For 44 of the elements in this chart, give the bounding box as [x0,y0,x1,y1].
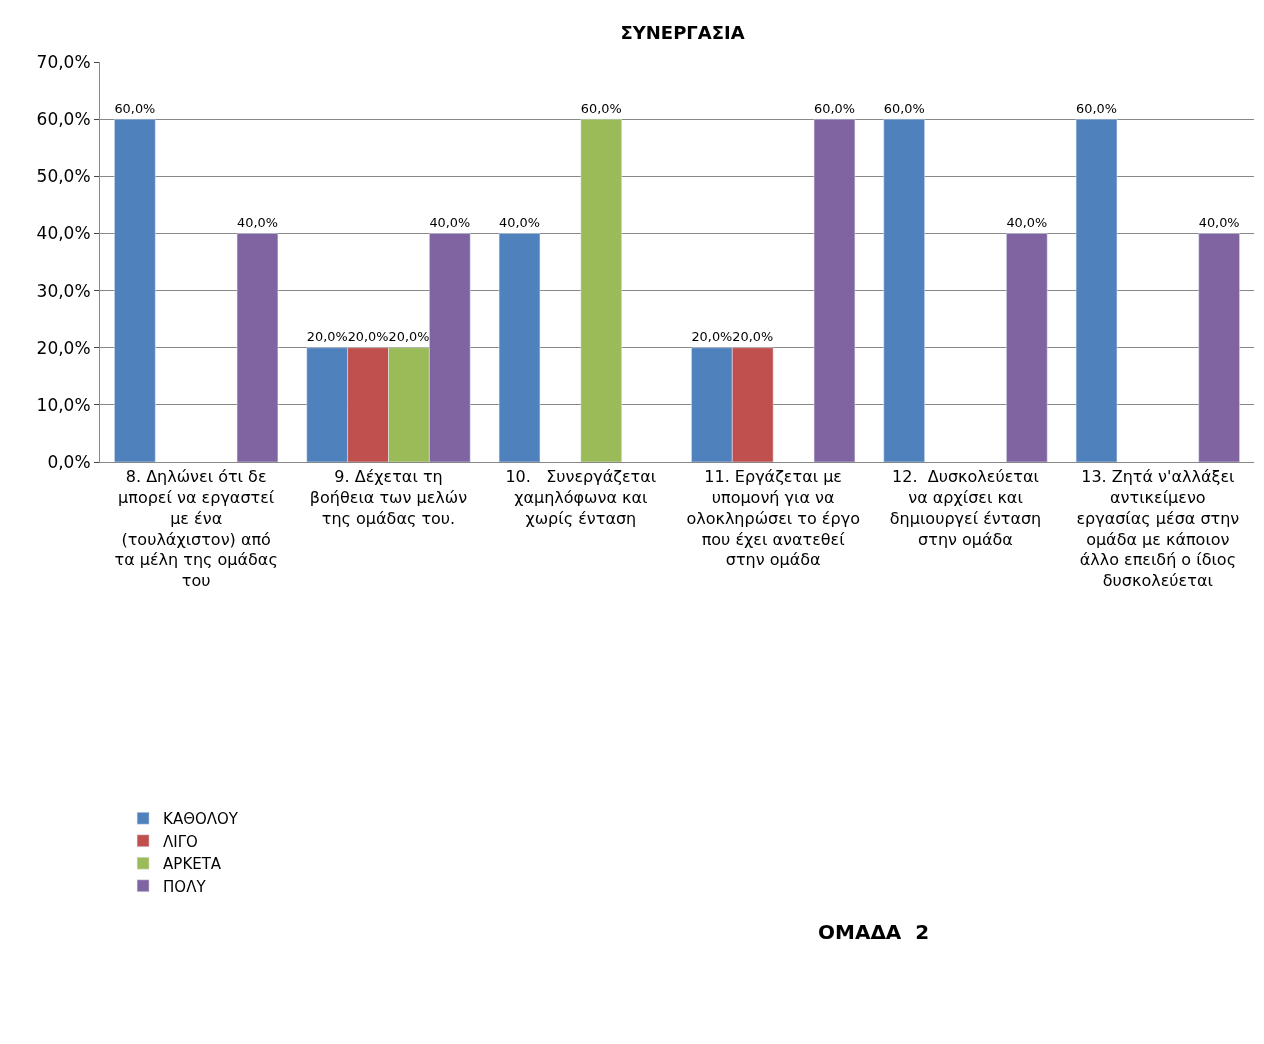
text: ΟΜΑΔΑ 2 [818,920,930,944]
data-label: 40,0% [429,215,471,230]
x-tick-label: 9. Δέχεται τη βοήθεια των μελών της ομάδας του. [309,467,468,528]
bar [883,118,925,462]
data-label: 20,0% [732,329,774,345]
data-label: 40,0% [237,215,278,230]
x-tick-label: 10. Συνεργάζεται χαμηλόφωνα και χωρίς ένταση [505,467,657,528]
data-label: 60,0% [114,100,156,116]
data-label: 40,0% [1198,215,1240,230]
legend-label: ΛΙΓΟ [163,832,198,851]
y-tick-label: 30,0% [36,280,91,301]
data-label: 20,0% [691,329,733,345]
legend-label: ΠΟΛΥ [163,877,207,896]
y-tick-label: 60,0% [36,109,91,130]
data-label: 40,0% [499,215,540,230]
x-tick-label: 12. Δυσκολεύεται να αρχίσει και δημιουργεί ένταση στην ομάδα [889,467,1042,549]
chart-title: ΣΥΝΕΡΓΑΣΙΑ [620,21,745,43]
y-tick-label: 70,0% [36,51,91,72]
bar [1075,118,1118,462]
data-label: 20,0% [388,329,430,345]
bar [1198,233,1240,462]
bar [580,118,622,462]
bar [236,233,279,462]
data-label: 60,0% [814,100,855,116]
legend-label: ΚΑΘΟΛΟΥ [163,810,239,829]
x-tick-label: 13. Ζητά ν'αλλάξει αντικείμενο εργασίας μέσα στην ομάδα με κάποιον άλλο επειδή ο ίδιος δυσκολεύεται [1076,467,1240,591]
bar [1006,233,1048,462]
bar [114,118,156,462]
data-label: 20,0% [306,329,348,345]
x-tick-label: 11. Εργάζεται με υπομονή για να ολοκληρώσει το έργο που έχει ανατεθεί στην ομάδα [686,467,860,570]
y-tick-label: 40,0% [36,223,91,244]
data-label: 20,0% [347,329,389,345]
y-tick-label: 20,0% [36,337,91,358]
y-tick-label: 10,0% [36,394,91,415]
data-label: 60,0% [1076,100,1117,116]
y-tick-label: 50,0% [36,166,91,187]
legend-label: ΑΡΚΕΤΑ [163,855,222,874]
bar [813,118,856,462]
x-tick-label: 8. Δηλώνει ότι δε μπορεί να εργαστεί με ένα (τουλάχιστον) από τα μέλη της ομάδας του [114,467,278,591]
data-label: 40,0% [1006,215,1048,230]
data-label: 60,0% [883,100,925,116]
data-label: 60,0% [580,100,622,116]
bar [498,233,541,462]
y-tick-label: 0,0% [47,451,91,472]
